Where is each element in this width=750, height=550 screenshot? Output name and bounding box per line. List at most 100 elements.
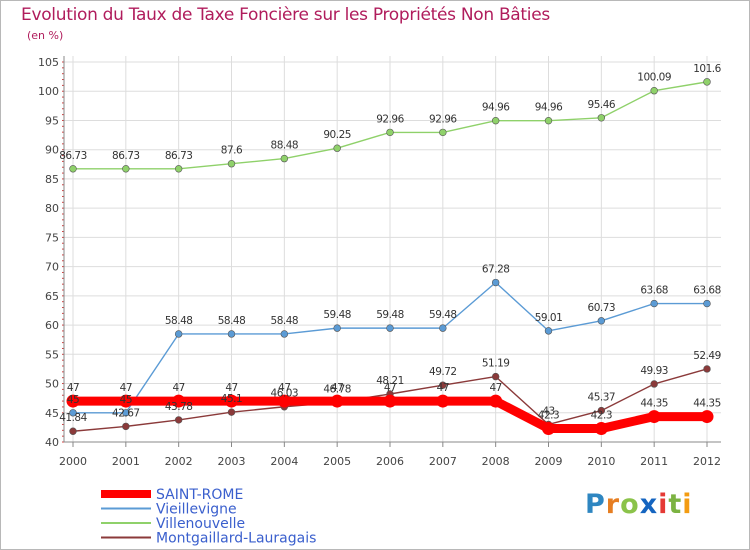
data-label: 58.48	[165, 315, 193, 327]
data-point	[597, 114, 606, 122]
data-label: 100.09	[637, 72, 671, 84]
logo-letter: P	[585, 489, 606, 520]
x-tick-label: 2010	[587, 455, 615, 468]
data-point	[439, 128, 447, 137]
data-point	[491, 278, 500, 287]
data-label: 45.1	[221, 393, 242, 405]
data-point	[597, 317, 606, 325]
data-point	[700, 410, 714, 424]
data-label: 43.78	[165, 401, 193, 413]
data-label: 47	[384, 382, 396, 394]
data-label: 42.67	[112, 407, 140, 419]
data-point	[280, 154, 289, 163]
data-point	[69, 165, 77, 173]
data-label: 47	[331, 382, 343, 394]
data-point	[277, 394, 291, 408]
data-point	[174, 416, 183, 424]
data-point	[333, 324, 341, 332]
legend-label: SAINT-ROME	[156, 487, 243, 503]
x-tick-label: 2000	[59, 455, 87, 468]
data-point	[174, 330, 183, 338]
data-label: 94.96	[482, 102, 510, 114]
y-tick-label: 65	[45, 290, 59, 303]
data-label: 59.48	[323, 309, 351, 321]
logo-letter: o	[620, 489, 640, 520]
x-tick-label: 2006	[376, 455, 404, 468]
data-label: 45	[67, 394, 79, 406]
data-point	[650, 87, 658, 95]
data-point	[386, 324, 394, 332]
data-label: 86.73	[59, 150, 87, 162]
y-tick-label: 90	[45, 144, 59, 157]
data-point	[542, 422, 555, 436]
chart-title: Evolution du Taux de Taxe Foncière sur l…	[21, 5, 550, 25]
data-label: 95.46	[588, 99, 616, 111]
data-point	[650, 299, 658, 308]
data-label: 51.19	[482, 358, 510, 370]
x-tick-label: 2012	[693, 455, 721, 468]
x-tick-label: 2009	[535, 455, 563, 468]
data-point	[544, 116, 553, 125]
data-point	[225, 394, 238, 408]
data-label: 94.96	[535, 102, 563, 114]
data-label: 41.84	[59, 412, 87, 424]
logo-letter: r	[605, 489, 621, 520]
data-point	[69, 427, 77, 435]
data-label: 92.96	[376, 113, 404, 125]
data-label: 45	[120, 394, 132, 406]
data-point	[436, 394, 450, 408]
data-label: 47	[489, 382, 501, 394]
data-point	[489, 394, 503, 408]
data-point	[66, 394, 80, 408]
logo-letter: i	[682, 489, 693, 520]
data-label: 58.48	[271, 315, 299, 327]
data-label: 59.01	[535, 312, 563, 324]
y-tick-label: 95	[45, 114, 59, 127]
data-label: 46.78	[323, 383, 351, 395]
y-tick-label: 40	[45, 436, 59, 449]
y-tick-label: 75	[45, 231, 59, 244]
data-point	[333, 144, 341, 152]
y-tick-label: 80	[45, 202, 59, 215]
data-point	[650, 380, 658, 388]
data-label: 42.3	[538, 410, 559, 422]
data-label: 44.35	[693, 398, 721, 410]
logo-letter: t	[668, 489, 683, 520]
data-point	[386, 128, 394, 137]
x-tick-label: 2004	[270, 455, 298, 468]
data-point	[439, 324, 447, 332]
data-point	[227, 330, 236, 338]
y-tick-label: 50	[45, 378, 59, 391]
data-point	[491, 372, 500, 381]
y-tick-label: 100	[38, 85, 59, 98]
data-label: 49.72	[429, 366, 457, 378]
data-label: 46.03	[271, 388, 299, 400]
y-tick-label: 55	[45, 348, 59, 361]
data-point	[703, 299, 711, 308]
data-label: 44.35	[640, 398, 668, 410]
x-tick-label: 2002	[165, 455, 193, 468]
data-point	[544, 327, 553, 335]
x-tick-label: 2007	[429, 455, 457, 468]
data-label: 49.93	[640, 365, 668, 377]
chart-subtitle: (en %)	[27, 29, 64, 42]
data-point	[330, 394, 344, 408]
data-label: 47	[172, 382, 184, 394]
data-point	[280, 330, 289, 338]
data-point	[703, 78, 711, 86]
x-tick-label: 2011	[640, 455, 668, 468]
data-label: 101.6	[693, 63, 721, 75]
data-label: 88.48	[271, 140, 299, 152]
x-tick-label: 2003	[218, 455, 246, 468]
x-tick-label: 2001	[112, 455, 140, 468]
data-label: 47	[67, 382, 79, 394]
legend-label: Villenouvelle	[156, 516, 245, 532]
data-label: 59.48	[376, 309, 404, 321]
data-point	[597, 406, 606, 415]
data-label: 67.28	[482, 264, 510, 276]
data-label: 58.48	[218, 315, 246, 327]
data-label: 47	[278, 382, 290, 394]
data-label: 45.37	[588, 392, 616, 404]
